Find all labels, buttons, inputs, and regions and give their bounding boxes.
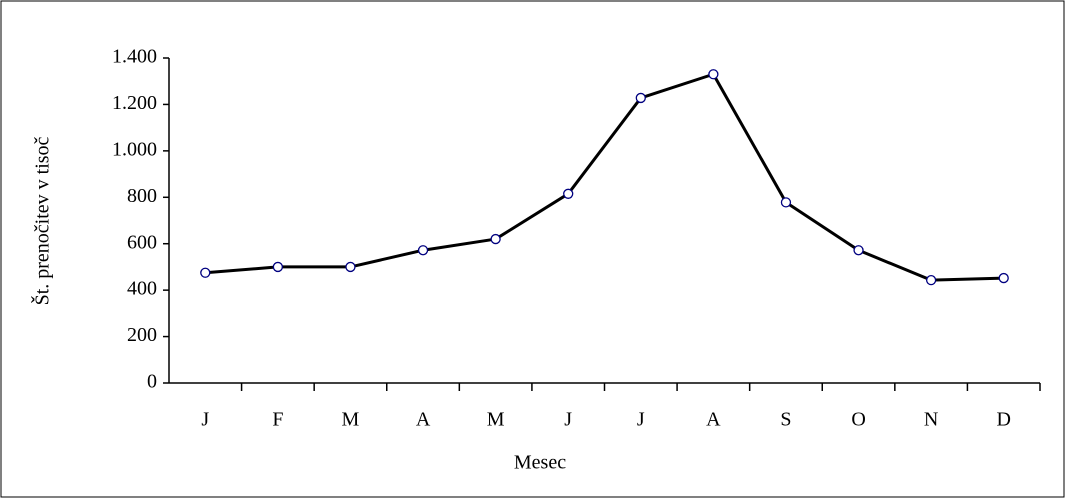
y-tick-label: 200 [127, 324, 157, 346]
x-tick-label: A [706, 409, 721, 431]
marker [853, 245, 864, 256]
y-tick-label: 0 [147, 371, 157, 393]
x-tick-label: O [851, 409, 865, 431]
x-tick-label: A [416, 409, 431, 431]
x-axis-title: Mesec [514, 452, 566, 474]
y-tick-label: 600 [127, 231, 157, 253]
x-tick-label: S [780, 409, 791, 431]
marker [272, 261, 284, 273]
marker [200, 267, 211, 278]
line [205, 72, 1004, 282]
x-tick-label: M [487, 409, 505, 431]
y-tick-label: 800 [127, 185, 157, 207]
y-axis-title: Št. prenočitev v tisoč [30, 136, 54, 305]
marker [345, 261, 356, 273]
y-tick-label: 1.000 [112, 138, 157, 160]
marker [417, 245, 429, 256]
marker [708, 69, 719, 80]
marker [925, 275, 937, 286]
x-tick-label: M [342, 409, 360, 431]
x-tick-label: F [272, 409, 283, 431]
marker [563, 188, 574, 199]
marker [780, 197, 792, 208]
marker [635, 92, 646, 104]
y-tick-label: 1.400 [112, 46, 157, 68]
marker [490, 233, 501, 245]
x-tick-label: J [637, 409, 645, 431]
y-tick-label: 1.200 [112, 92, 157, 114]
y-tick-label: 400 [127, 278, 157, 300]
x-tick-label: N [924, 409, 938, 431]
x-tick-label: J [201, 409, 209, 431]
marker [998, 272, 1009, 284]
x-tick-label: J [564, 409, 572, 431]
x-tick-label: D [996, 409, 1010, 431]
